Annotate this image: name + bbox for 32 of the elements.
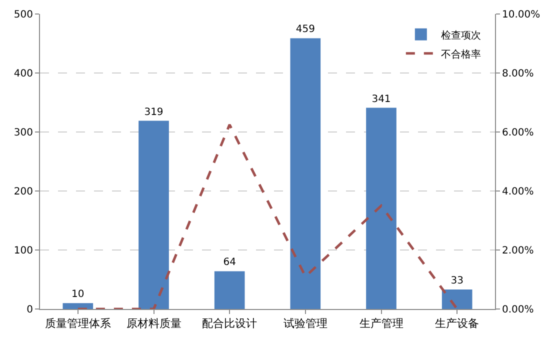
bar xyxy=(366,108,396,309)
data-label: 341 xyxy=(372,94,391,105)
data-label: 10 xyxy=(72,289,84,300)
data-label: 33 xyxy=(450,276,464,287)
y2-tick-label: 10.00% xyxy=(502,10,540,20)
data-label: 64 xyxy=(223,257,236,268)
y-tick-label: 500 xyxy=(14,10,33,20)
data-label: 319 xyxy=(144,106,164,118)
bar xyxy=(290,38,321,309)
bar xyxy=(138,120,169,309)
x-tick-label: 生产设备 xyxy=(435,317,480,330)
y-tick-label: 100 xyxy=(14,246,33,256)
bar xyxy=(62,303,94,309)
legend-label: 不合格率 xyxy=(440,48,481,60)
y-tick-label: 0 xyxy=(26,304,33,316)
y2-tick-label: 6.00% xyxy=(502,128,534,138)
x-tick-label: 配合比设计 xyxy=(202,317,258,330)
bar xyxy=(214,271,245,309)
y2-tick-label: 0.00% xyxy=(502,304,534,316)
y2-tick-label: 2.00% xyxy=(502,246,534,256)
y2-tick-label: 8.00% xyxy=(502,68,534,80)
x-tick-label: 原材料质量 xyxy=(126,317,182,330)
y2-tick-label: 4.00% xyxy=(502,186,534,198)
y-tick-label: 400 xyxy=(14,68,33,80)
x-tick-label: 试验管理 xyxy=(283,317,328,330)
x-tick-label: 质量管理体系 xyxy=(44,317,111,330)
x-tick-label: 生产管理 xyxy=(359,317,404,330)
y-tick-label: 300 xyxy=(14,128,33,138)
data-label: 459 xyxy=(296,24,315,36)
bar xyxy=(442,290,472,309)
legend-label: 检查项次 xyxy=(440,29,481,42)
y-tick-label: 200 xyxy=(14,186,33,198)
